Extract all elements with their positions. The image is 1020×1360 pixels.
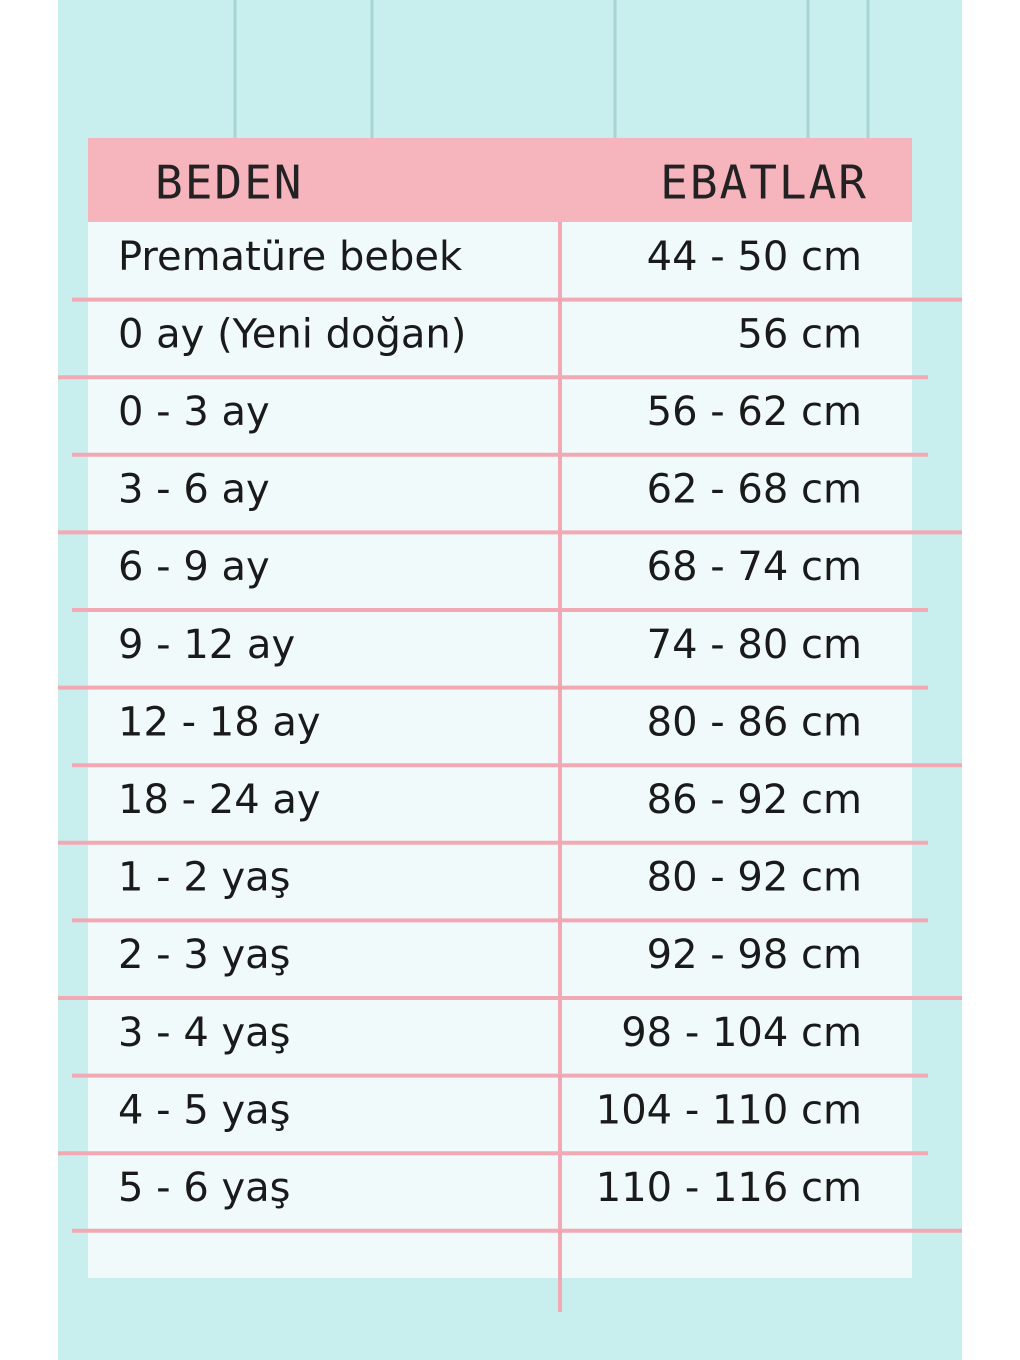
table-panel <box>88 222 912 1278</box>
size-measure: 80 - 86 cm <box>647 699 862 745</box>
header-cell: BEDEN <box>155 156 303 210</box>
size-label: 6 - 9 ay <box>118 544 270 590</box>
header-cell: EBATLAR <box>660 156 868 210</box>
size-label: 9 - 12 ay <box>118 622 295 668</box>
size-measure: 56 cm <box>737 311 862 357</box>
size-label: 1 - 2 yaş <box>118 855 291 901</box>
size-measure: 68 - 74 cm <box>647 544 862 590</box>
size-label: 18 - 24 ay <box>118 777 321 823</box>
size-measure: 44 - 50 cm <box>647 234 862 280</box>
size-label: Prematüre bebek <box>118 234 463 280</box>
size-measure: 110 - 116 cm <box>596 1165 862 1211</box>
size-label: 4 - 5 yaş <box>118 1087 291 1133</box>
size-measure: 56 - 62 cm <box>647 389 862 435</box>
size-label: 2 - 3 yaş <box>118 932 291 978</box>
size-measure: 80 - 92 cm <box>647 855 862 901</box>
size-label: 12 - 18 ay <box>118 699 321 745</box>
size-measure: 92 - 98 cm <box>647 932 862 978</box>
size-measure: 98 - 104 cm <box>621 1010 862 1056</box>
size-label: 0 ay (Yeni doğan) <box>118 311 466 357</box>
table-header <box>88 138 912 222</box>
size-measure: 74 - 80 cm <box>647 622 862 668</box>
hanging-strings <box>233 0 870 138</box>
size-measure: 62 - 68 cm <box>647 467 862 513</box>
size-label: 0 - 3 ay <box>118 389 270 435</box>
size-label: 3 - 6 ay <box>118 467 270 513</box>
size-label: 3 - 4 yaş <box>118 1010 291 1056</box>
size-measure: 104 - 110 cm <box>596 1087 862 1133</box>
size-measure: 86 - 92 cm <box>647 777 862 823</box>
size-label: 5 - 6 yaş <box>118 1165 291 1211</box>
